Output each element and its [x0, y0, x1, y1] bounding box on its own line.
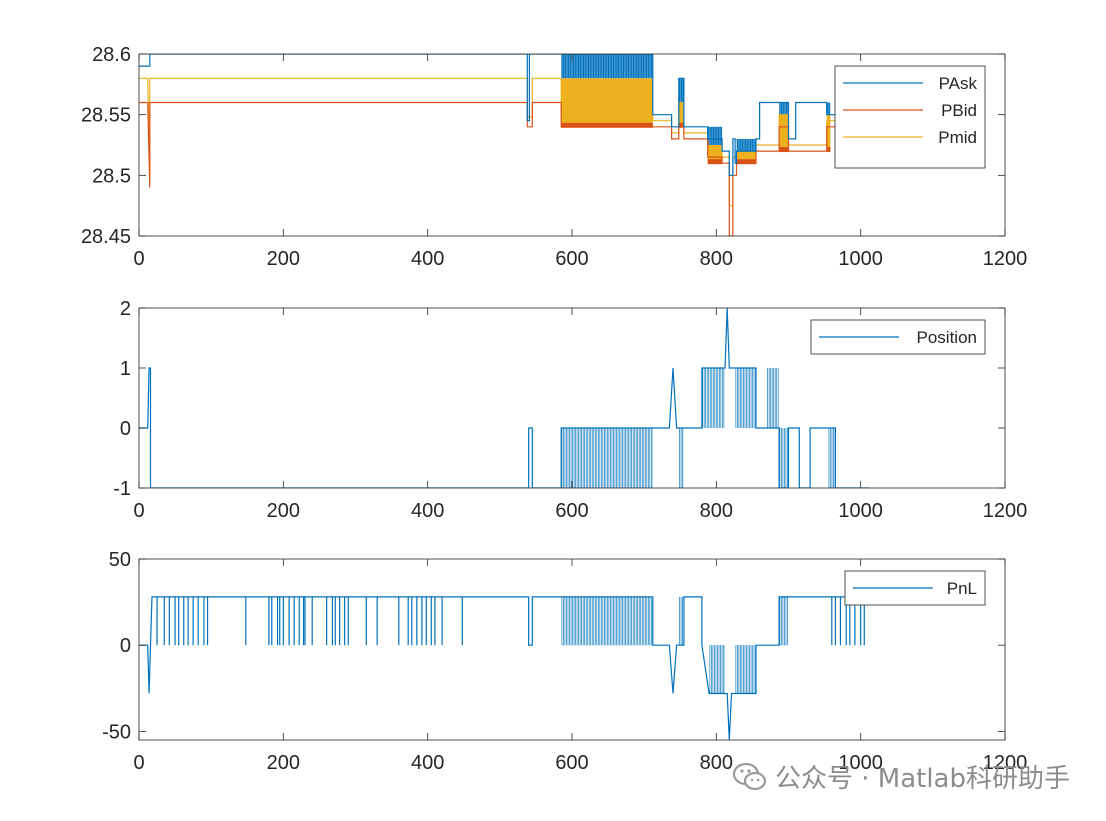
watermark-text: 公众号 · Matlab科研助手: [774, 764, 1070, 794]
y-tick-label: 1: [120, 358, 131, 380]
band-ask-1: [678, 78, 684, 103]
y-tick-label: 28.55: [81, 105, 131, 127]
band-mid-2: [707, 145, 723, 164]
x-tick-label: 600: [555, 248, 588, 270]
band-ask-2: [707, 126, 723, 145]
x-tick-label: 400: [411, 248, 444, 270]
series-pnl: [139, 596, 870, 740]
x-tick-label: 1200: [983, 752, 1028, 774]
x-tick-label: 0: [133, 500, 144, 522]
x-tick-label: 200: [267, 752, 300, 774]
x-tick-label: 400: [411, 500, 444, 522]
y-tick-label: 0: [120, 635, 131, 657]
band-bid-3: [736, 159, 757, 165]
series-pask: [139, 54, 870, 176]
plot-content: [139, 54, 870, 236]
y-tick-label: 2: [120, 298, 131, 320]
y-tick-label: 28.45: [81, 226, 131, 248]
series-pbid: [139, 101, 870, 236]
y-tick-label: -1: [113, 478, 131, 500]
x-tick-label: 0: [133, 752, 144, 774]
x-tick-label: 1000: [838, 500, 883, 522]
x-tick-label: 1200: [983, 500, 1028, 522]
x-tick-label: 800: [700, 248, 733, 270]
x-tick-label: 0: [133, 248, 144, 270]
legend-label-pmid: Pmid: [938, 128, 977, 147]
plot-content: [139, 596, 870, 740]
legend-label-pnl: PnL: [947, 579, 977, 598]
band-mid-0: [561, 78, 653, 127]
band-bid-4: [779, 147, 789, 153]
band-6: [828, 428, 836, 488]
x-tick-label: 1000: [838, 248, 883, 270]
legend-label-position: Position: [917, 328, 977, 347]
band-1: [678, 428, 684, 488]
band-bid-2: [707, 159, 723, 165]
x-tick-label: 600: [555, 752, 588, 774]
wechat-icon: [732, 762, 767, 790]
band-bid-0: [561, 122, 653, 128]
y-tick-label: 28.6: [92, 44, 131, 66]
band-ask-4: [779, 102, 789, 115]
legend-label-pbid: PBid: [941, 101, 977, 120]
band-1: [678, 596, 684, 646]
chart-1: 0 200 400 600 800 1000 1200 28.45 28.5 28.55 28.6 P…: [81, 44, 1027, 270]
x-tick-label: 200: [267, 500, 300, 522]
y-tick-label: 0: [120, 418, 131, 440]
band-bid-5: [826, 147, 831, 153]
y-tick-label: 50: [109, 549, 131, 571]
x-tick-label: 1200: [983, 248, 1028, 270]
x-tick-label: 800: [700, 752, 733, 774]
x-tick-label: 1000: [838, 752, 883, 774]
plot-content: [139, 308, 870, 488]
band-mid-1: [678, 102, 684, 127]
legend-label-pask: PAsk: [939, 74, 978, 93]
series-position: [139, 308, 870, 488]
y-tick-label: -50: [102, 721, 131, 743]
band-mid-5: [826, 114, 831, 152]
x-tick-label: 200: [267, 248, 300, 270]
band-mid-4: [779, 114, 789, 152]
x-tick-label: 400: [411, 752, 444, 774]
y-tick-label: 28.5: [92, 165, 131, 187]
x-tick-label: 600: [555, 500, 588, 522]
watermark: 公众号 · Matlab科研助手: [732, 758, 1070, 795]
band-bid-1: [678, 122, 684, 128]
x-tick-label: 800: [700, 500, 733, 522]
